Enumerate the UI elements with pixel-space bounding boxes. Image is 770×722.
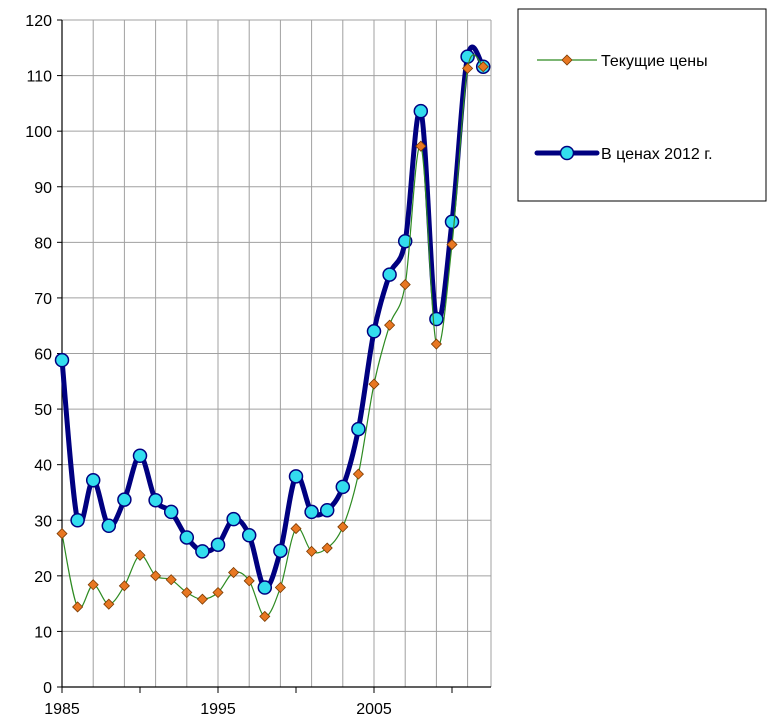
x-tick-label: 2005 — [356, 701, 392, 718]
y-tick-label: 40 — [34, 458, 52, 475]
data-point-real-prices — [117, 492, 132, 507]
y-tick-label: 110 — [26, 69, 52, 86]
legend-marker-current-prices — [561, 54, 573, 66]
data-point-real-prices — [319, 502, 335, 518]
x-tick-label: 1985 — [44, 701, 80, 718]
data-point-current-prices — [415, 140, 427, 152]
y-tick-label: 80 — [34, 235, 52, 252]
data-point-current-prices — [165, 574, 177, 586]
data-point-real-prices — [101, 518, 117, 534]
data-point-current-prices — [306, 545, 318, 557]
data-point-real-prices — [54, 352, 70, 368]
y-tick-label: 50 — [34, 402, 52, 419]
data-point-real-prices — [132, 448, 148, 464]
data-point-current-prices — [56, 528, 68, 540]
data-point-real-prices — [366, 324, 382, 339]
axes: 0 10 20 30 40 50 60 70 80 90 100 110 120 1985 1995 2005 — [25, 13, 491, 718]
y-tick-label: 20 — [34, 569, 52, 586]
data-point-current-prices — [72, 601, 84, 613]
data-point-real-prices — [413, 103, 429, 119]
y-tick-label: 60 — [34, 347, 52, 364]
x-tick-label: 1995 — [200, 701, 236, 718]
data-point-real-prices — [148, 492, 163, 508]
y-tick-label: 30 — [34, 513, 52, 530]
data-point-real-prices — [226, 511, 241, 527]
data-point-current-prices — [274, 581, 286, 594]
data-point-real-prices — [351, 421, 366, 437]
series-layer — [54, 44, 491, 622]
data-point-current-prices — [87, 579, 99, 591]
y-tick-label: 120 — [25, 13, 52, 30]
y-tick-label: 90 — [34, 180, 52, 197]
legend-marker-real-prices — [559, 145, 575, 161]
data-point-real-prices — [382, 267, 397, 282]
series-line-real-prices — [59, 44, 486, 591]
data-point-real-prices — [70, 513, 85, 528]
data-point-real-prices — [335, 479, 351, 495]
y-tick-label: 0 — [43, 680, 52, 697]
data-point-current-prices — [150, 570, 162, 582]
y-tick-label: 10 — [34, 624, 52, 641]
data-point-real-prices — [273, 543, 288, 559]
data-point-current-prices — [477, 61, 489, 73]
data-point-current-prices — [196, 593, 208, 605]
data-point-current-prices — [321, 542, 333, 554]
data-point-real-prices — [429, 311, 444, 327]
series-current-prices — [56, 54, 489, 622]
data-point-current-prices — [462, 62, 474, 74]
data-point-real-prices — [397, 233, 413, 249]
data-point-current-prices — [228, 566, 240, 579]
data-point-current-prices — [446, 238, 458, 251]
data-point-current-prices — [118, 580, 130, 592]
legend-label-real-prices: В ценах 2012 г. — [601, 146, 713, 163]
data-point-current-prices — [212, 586, 224, 599]
series-real-prices — [54, 44, 491, 595]
data-point-current-prices — [368, 378, 380, 390]
data-point-real-prices — [257, 580, 273, 595]
data-point-current-prices — [243, 575, 255, 587]
data-point-real-prices — [179, 530, 195, 545]
data-point-real-prices — [241, 528, 257, 543]
data-point-current-prices — [352, 468, 364, 480]
data-point-real-prices — [460, 49, 475, 64]
data-point-current-prices — [430, 338, 442, 350]
data-point-real-prices — [210, 537, 226, 552]
legend: Текущие цены В ценах 2012 г. — [517, 8, 767, 202]
data-point-current-prices — [399, 279, 411, 291]
data-point-current-prices — [337, 521, 349, 533]
data-point-real-prices — [288, 469, 304, 484]
data-point-real-prices — [304, 504, 319, 520]
data-point-real-prices — [195, 544, 210, 559]
legend-label-current-prices: Текущие цены — [601, 53, 708, 70]
data-point-current-prices — [259, 610, 271, 622]
legend-box — [517, 8, 767, 202]
data-point-current-prices — [384, 319, 396, 331]
data-point-current-prices — [103, 598, 115, 610]
data-point-current-prices — [134, 549, 146, 561]
data-point-current-prices — [181, 586, 193, 599]
y-tick-label: 70 — [34, 291, 52, 308]
data-point-real-prices — [163, 504, 179, 520]
data-point-real-prices — [444, 214, 460, 230]
y-tick-label: 100 — [25, 124, 52, 141]
grid-lines — [62, 19, 492, 687]
data-point-real-prices — [85, 472, 101, 488]
data-point-current-prices — [290, 523, 302, 535]
